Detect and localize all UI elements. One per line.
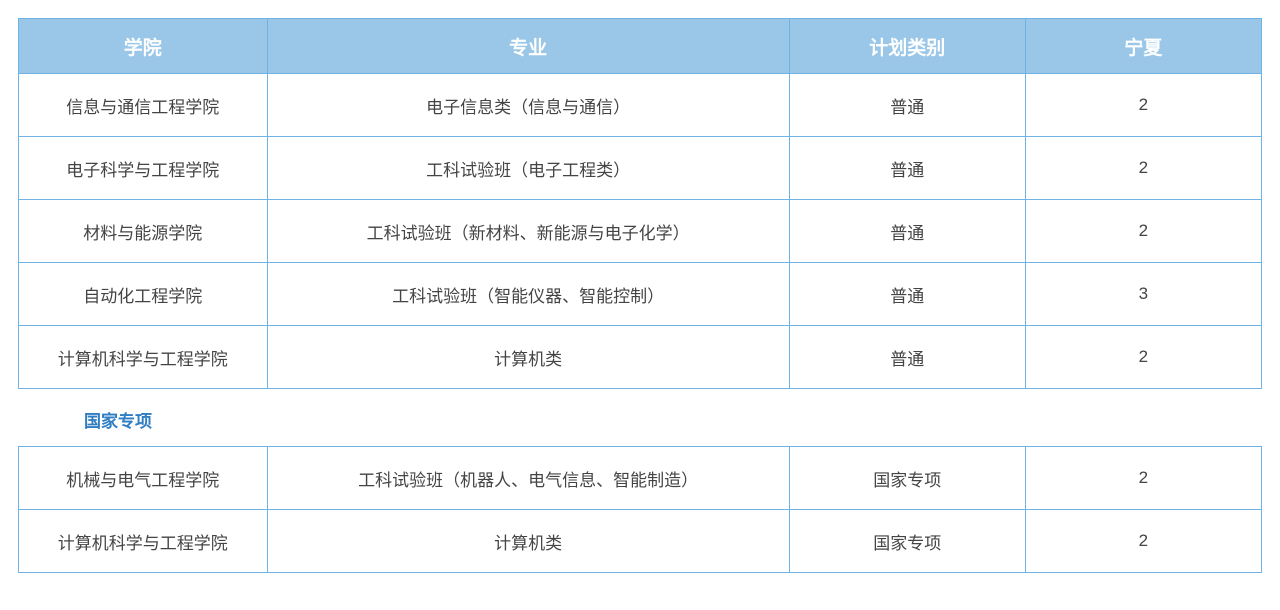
cell-major: 工科试验班（新材料、新能源与电子化学） xyxy=(267,200,789,263)
cell-category: 普通 xyxy=(789,200,1025,263)
cell-region: 2 xyxy=(1025,326,1261,389)
header-row: 学院 专业 计划类别 宁夏 xyxy=(19,19,1262,74)
cell-major: 工科试验班（机器人、电气信息、智能制造） xyxy=(267,447,789,510)
cell-major: 工科试验班（电子工程类） xyxy=(267,137,789,200)
header-major: 专业 xyxy=(267,19,789,74)
table-row: 自动化工程学院 工科试验班（智能仪器、智能控制） 普通 3 xyxy=(19,263,1262,326)
cell-major: 电子信息类（信息与通信） xyxy=(267,74,789,137)
table-row: 信息与通信工程学院 电子信息类（信息与通信） 普通 2 xyxy=(19,74,1262,137)
header-school: 学院 xyxy=(19,19,268,74)
table-row: 机械与电气工程学院 工科试验班（机器人、电气信息、智能制造） 国家专项 2 xyxy=(19,447,1262,510)
cell-school: 材料与能源学院 xyxy=(19,200,268,263)
cell-school: 自动化工程学院 xyxy=(19,263,268,326)
cell-region: 2 xyxy=(1025,137,1261,200)
cell-school: 计算机科学与工程学院 xyxy=(19,326,268,389)
cell-major: 计算机类 xyxy=(267,326,789,389)
cell-region: 2 xyxy=(1025,74,1261,137)
cell-school: 信息与通信工程学院 xyxy=(19,74,268,137)
table-row: 电子科学与工程学院 工科试验班（电子工程类） 普通 2 xyxy=(19,137,1262,200)
cell-category: 国家专项 xyxy=(789,510,1025,573)
cell-category: 国家专项 xyxy=(789,447,1025,510)
header-category: 计划类别 xyxy=(789,19,1025,74)
cell-region: 2 xyxy=(1025,200,1261,263)
cell-category: 普通 xyxy=(789,137,1025,200)
cell-major: 计算机类 xyxy=(267,510,789,573)
main-table: 学院 专业 计划类别 宁夏 信息与通信工程学院 电子信息类（信息与通信） 普通 … xyxy=(18,18,1262,389)
table-row: 材料与能源学院 工科试验班（新材料、新能源与电子化学） 普通 2 xyxy=(19,200,1262,263)
cell-category: 普通 xyxy=(789,326,1025,389)
cell-region: 2 xyxy=(1025,510,1261,573)
cell-category: 普通 xyxy=(789,263,1025,326)
cell-region: 2 xyxy=(1025,447,1261,510)
cell-school: 电子科学与工程学院 xyxy=(19,137,268,200)
cell-category: 普通 xyxy=(789,74,1025,137)
secondary-table: 机械与电气工程学院 工科试验班（机器人、电气信息、智能制造） 国家专项 2 计算… xyxy=(18,446,1262,573)
section-label: 国家专项 xyxy=(84,407,1262,432)
table-row: 计算机科学与工程学院 计算机类 国家专项 2 xyxy=(19,510,1262,573)
table-row: 计算机科学与工程学院 计算机类 普通 2 xyxy=(19,326,1262,389)
header-region: 宁夏 xyxy=(1025,19,1261,74)
cell-major: 工科试验班（智能仪器、智能控制） xyxy=(267,263,789,326)
cell-region: 3 xyxy=(1025,263,1261,326)
cell-school: 机械与电气工程学院 xyxy=(19,447,268,510)
cell-school: 计算机科学与工程学院 xyxy=(19,510,268,573)
